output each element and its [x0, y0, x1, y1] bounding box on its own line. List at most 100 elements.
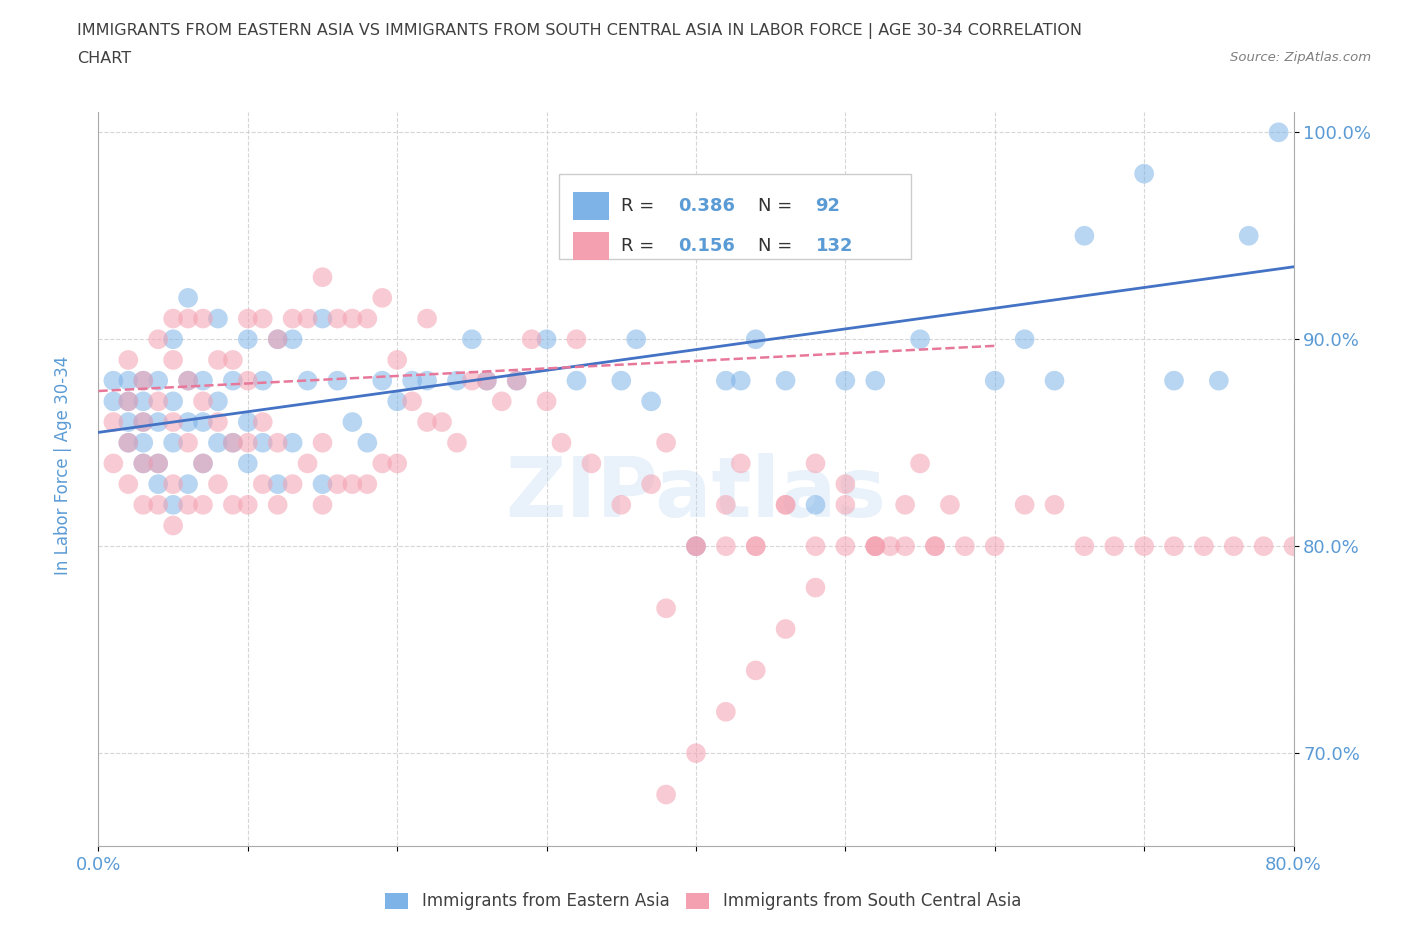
Point	[132, 435, 155, 450]
Point	[281, 332, 304, 347]
Point	[385, 456, 409, 471]
Point	[730, 373, 752, 388]
Point	[356, 312, 378, 326]
Point	[1282, 538, 1305, 553]
Text: 92: 92	[815, 197, 841, 215]
Point	[267, 435, 290, 450]
Point	[775, 498, 797, 512]
Point	[506, 373, 529, 388]
Point	[385, 394, 409, 409]
Point	[311, 270, 333, 285]
Point	[1104, 538, 1126, 553]
Point	[236, 435, 259, 450]
Point	[207, 477, 229, 492]
Point	[207, 352, 229, 367]
Point	[177, 312, 200, 326]
Point	[236, 332, 259, 347]
Text: In Labor Force | Age 30-34: In Labor Force | Age 30-34	[55, 355, 72, 575]
Point	[162, 332, 184, 347]
Text: CHART: CHART	[77, 51, 131, 66]
Point	[191, 415, 214, 430]
Point	[207, 312, 229, 326]
Text: 0.386: 0.386	[678, 197, 735, 215]
Point	[342, 312, 364, 326]
Point	[207, 394, 229, 409]
Point	[207, 435, 229, 450]
Point	[326, 312, 349, 326]
Point	[446, 435, 468, 450]
Text: 132: 132	[815, 237, 853, 255]
Point	[191, 373, 214, 388]
Point	[475, 373, 498, 388]
Point	[953, 538, 976, 553]
Point	[162, 312, 184, 326]
Text: ZIPatlas: ZIPatlas	[506, 453, 886, 534]
Text: R =: R =	[620, 197, 659, 215]
Point	[536, 394, 558, 409]
Point	[148, 394, 170, 409]
Point	[550, 435, 572, 450]
Text: N =: N =	[758, 197, 799, 215]
Point	[148, 415, 170, 430]
Point	[685, 538, 707, 553]
Point	[311, 477, 333, 492]
Point	[148, 456, 170, 471]
Text: R =: R =	[620, 237, 659, 255]
FancyBboxPatch shape	[558, 174, 911, 259]
Point	[132, 415, 155, 430]
Point	[311, 312, 333, 326]
Point	[252, 477, 274, 492]
Text: IMMIGRANTS FROM EASTERN ASIA VS IMMIGRANTS FROM SOUTH CENTRAL ASIA IN LABOR FORC: IMMIGRANTS FROM EASTERN ASIA VS IMMIGRAN…	[77, 23, 1083, 39]
Point	[1014, 332, 1036, 347]
Point	[132, 373, 155, 388]
Point	[640, 394, 662, 409]
Text: N =: N =	[758, 237, 799, 255]
Point	[1073, 229, 1095, 244]
Point	[117, 415, 139, 430]
Point	[162, 394, 184, 409]
Point	[1163, 538, 1185, 553]
Point	[162, 518, 184, 533]
Point	[1237, 229, 1260, 244]
Point	[1014, 498, 1036, 512]
Point	[1163, 373, 1185, 388]
Point	[356, 435, 378, 450]
Point	[236, 498, 259, 512]
Point	[804, 498, 827, 512]
Point	[1312, 538, 1334, 553]
Point	[610, 373, 633, 388]
Point	[520, 332, 543, 347]
Point	[371, 290, 394, 305]
Point	[148, 477, 170, 492]
Point	[655, 435, 678, 450]
Point	[834, 498, 856, 512]
Point	[385, 352, 409, 367]
Point	[132, 394, 155, 409]
Point	[177, 477, 200, 492]
Legend: Immigrants from Eastern Asia, Immigrants from South Central Asia: Immigrants from Eastern Asia, Immigrants…	[378, 885, 1028, 917]
Point	[865, 538, 887, 553]
Point	[252, 435, 274, 450]
Point	[267, 498, 290, 512]
Point	[297, 373, 319, 388]
Point	[326, 373, 349, 388]
Point	[655, 601, 678, 616]
Point	[834, 477, 856, 492]
Point	[655, 787, 678, 802]
Point	[148, 456, 170, 471]
Point	[430, 415, 453, 430]
Point	[281, 312, 304, 326]
Point	[461, 332, 484, 347]
Point	[865, 538, 887, 553]
Point	[132, 456, 155, 471]
Point	[745, 538, 768, 553]
Point	[491, 394, 513, 409]
Point	[924, 538, 946, 553]
Point	[416, 415, 439, 430]
Point	[177, 498, 200, 512]
Point	[207, 415, 229, 430]
Point	[775, 621, 797, 636]
Point	[356, 477, 378, 492]
Point	[804, 580, 827, 595]
Point	[148, 332, 170, 347]
